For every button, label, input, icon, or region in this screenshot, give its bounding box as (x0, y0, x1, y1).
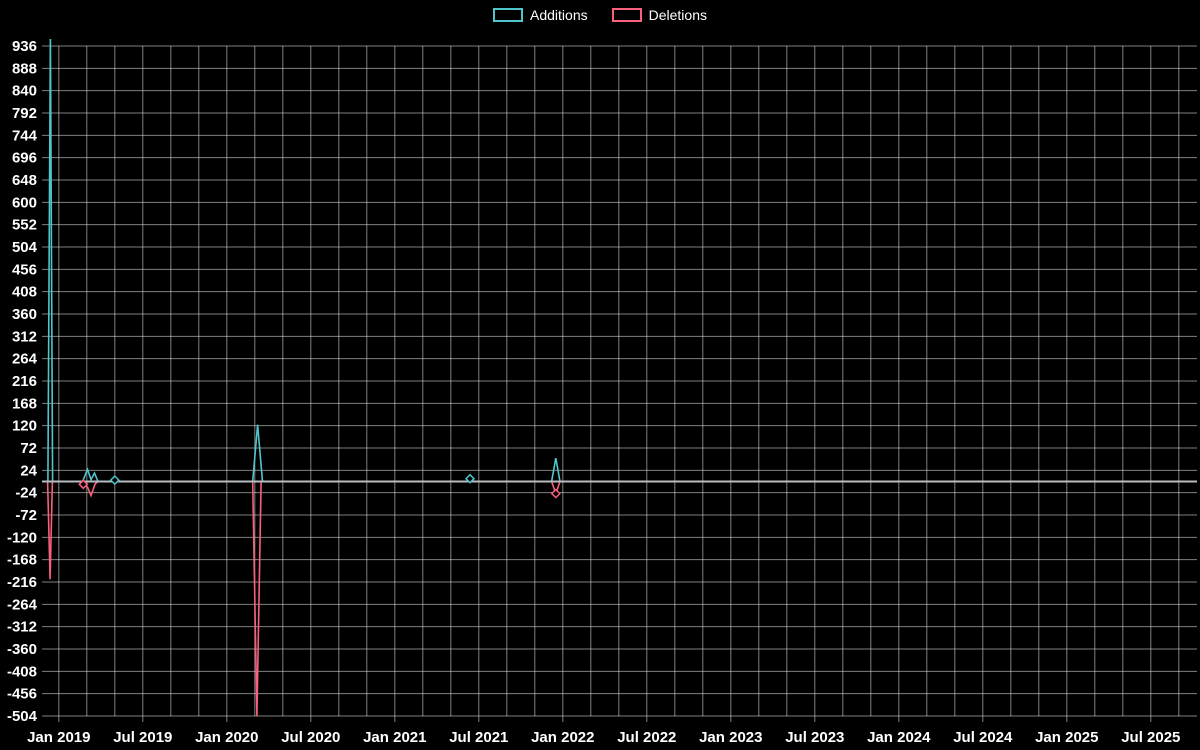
svg-text:72: 72 (20, 440, 37, 457)
svg-text:-360: -360 (7, 641, 37, 658)
svg-text:312: 312 (12, 328, 37, 345)
svg-text:-312: -312 (7, 619, 37, 636)
svg-text:Jul 2020: Jul 2020 (281, 729, 340, 746)
legend-item-deletions[interactable]: Deletions (611, 7, 707, 23)
svg-text:216: 216 (12, 373, 37, 390)
svg-text:Jul 2022: Jul 2022 (617, 729, 676, 746)
svg-text:600: 600 (12, 194, 37, 211)
svg-text:744: 744 (12, 127, 38, 144)
svg-text:-456: -456 (7, 686, 37, 703)
svg-text:Jan 2023: Jan 2023 (699, 729, 762, 746)
svg-text:Jul 2024: Jul 2024 (953, 729, 1013, 746)
series-additions-line (42, 39, 1197, 483)
svg-text:-408: -408 (7, 663, 37, 680)
svg-text:264: 264 (12, 351, 38, 368)
legend-label-additions: Additions (530, 7, 588, 23)
svg-text:Jan 2022: Jan 2022 (531, 729, 594, 746)
svg-text:Jan 2019: Jan 2019 (27, 729, 90, 746)
svg-text:456: 456 (12, 261, 37, 278)
deletions-swatch-icon (611, 8, 642, 22)
x-axis-labels: Jan 2019 Jul 2019 Jan 2020 Jul 2020 Jan 2021… (27, 729, 1180, 746)
svg-text:-168: -168 (7, 552, 37, 569)
gridlines (42, 45, 1197, 722)
svg-text:504: 504 (12, 239, 38, 256)
svg-text:Jan 2024: Jan 2024 (867, 729, 931, 746)
svg-text:-264: -264 (7, 596, 38, 613)
svg-text:-216: -216 (7, 574, 37, 591)
svg-text:-24: -24 (15, 485, 37, 502)
svg-text:792: 792 (12, 105, 37, 122)
svg-text:Jan 2020: Jan 2020 (195, 729, 258, 746)
svg-text:Jan 2025: Jan 2025 (1035, 729, 1098, 746)
svg-text:24: 24 (20, 462, 37, 479)
svg-text:-72: -72 (15, 507, 37, 524)
additions-swatch-icon (493, 8, 524, 22)
svg-text:120: 120 (12, 418, 37, 435)
svg-text:-120: -120 (7, 529, 37, 546)
svg-text:Jan 2021: Jan 2021 (363, 729, 426, 746)
data-point-markers (78, 473, 561, 499)
svg-text:408: 408 (12, 284, 37, 301)
chart-legend: Additions Deletions (0, 7, 1200, 23)
svg-text:-504: -504 (7, 708, 38, 725)
legend-item-additions[interactable]: Additions (493, 7, 588, 23)
svg-text:Jul 2021: Jul 2021 (449, 729, 508, 746)
y-axis-labels: 936 888 840 792 744 696 648 600 552 504 456 408 360 3… (7, 38, 38, 725)
svg-text:840: 840 (12, 83, 37, 100)
svg-text:Jul 2023: Jul 2023 (785, 729, 844, 746)
legend-label-deletions: Deletions (648, 7, 707, 23)
svg-text:Jul 2025: Jul 2025 (1121, 729, 1180, 746)
series-deletions-line (42, 480, 1197, 717)
svg-text:936: 936 (12, 38, 37, 55)
svg-text:360: 360 (12, 306, 37, 323)
svg-text:168: 168 (12, 395, 37, 412)
svg-text:648: 648 (12, 172, 37, 189)
svg-text:888: 888 (12, 60, 37, 77)
svg-text:Jul 2019: Jul 2019 (113, 729, 172, 746)
svg-text:552: 552 (12, 217, 37, 234)
svg-text:696: 696 (12, 150, 37, 167)
